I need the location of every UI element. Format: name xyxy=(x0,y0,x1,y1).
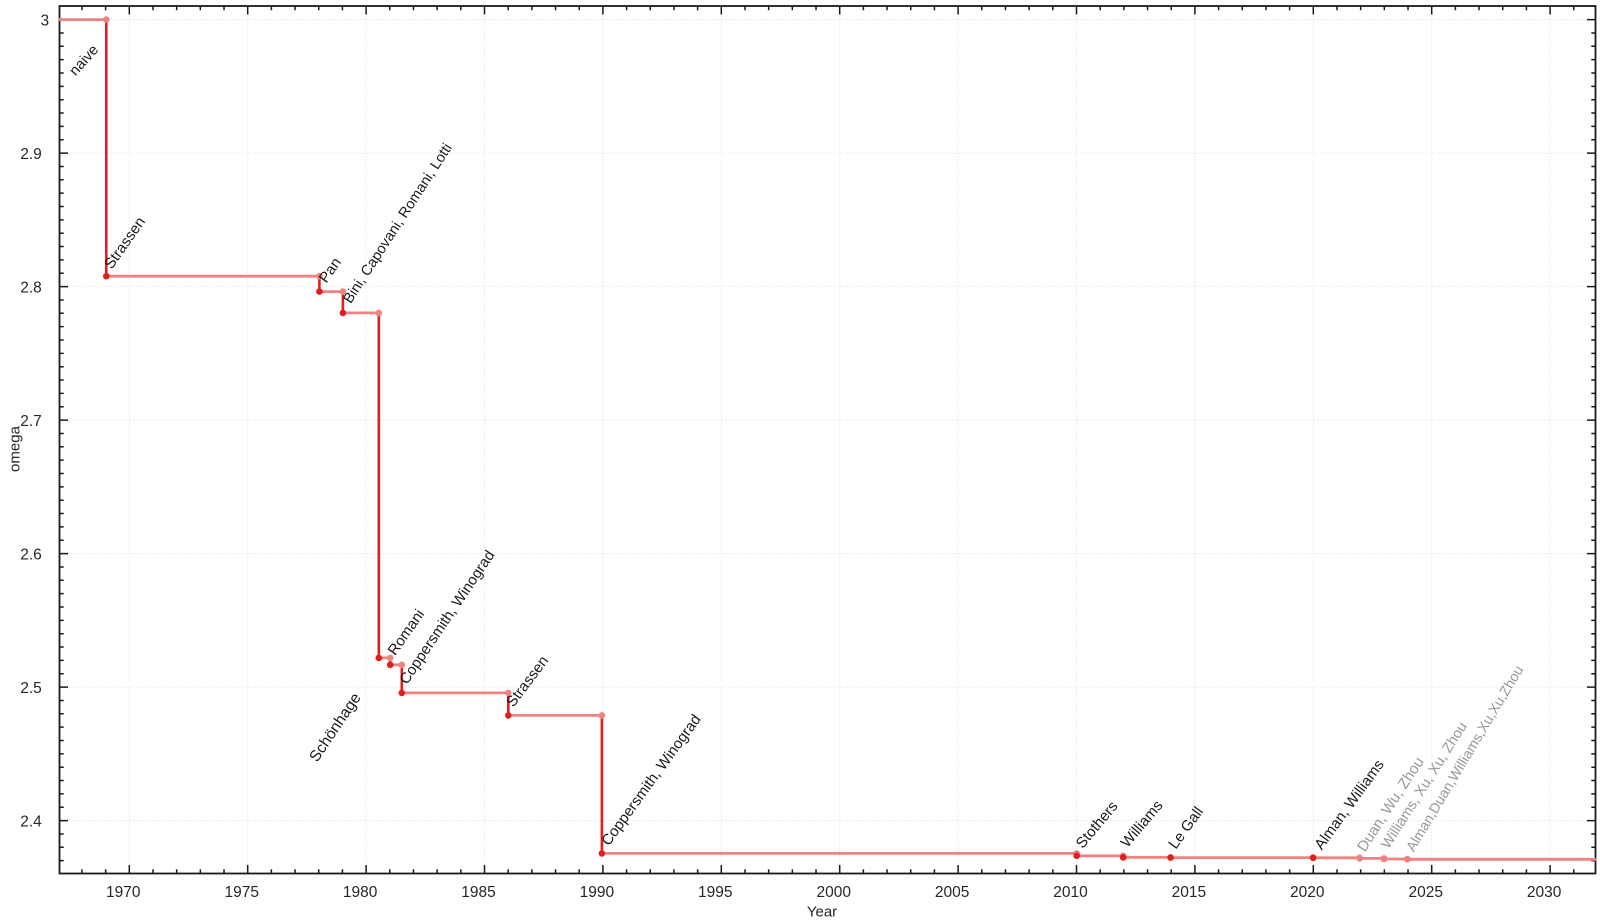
svg-text:Year: Year xyxy=(807,904,837,920)
svg-text:2.9: 2.9 xyxy=(20,146,42,163)
svg-text:2.6: 2.6 xyxy=(20,547,42,564)
svg-text:2000: 2000 xyxy=(816,884,851,901)
svg-text:1975: 1975 xyxy=(224,884,258,901)
svg-text:1990: 1990 xyxy=(580,884,615,901)
svg-text:2010: 2010 xyxy=(1053,884,1088,901)
svg-text:2020: 2020 xyxy=(1290,884,1325,901)
svg-text:2.8: 2.8 xyxy=(20,280,42,297)
svg-text:2005: 2005 xyxy=(935,884,969,901)
svg-text:1980: 1980 xyxy=(343,884,378,901)
svg-text:omega: omega xyxy=(7,425,24,472)
svg-text:2.5: 2.5 xyxy=(20,680,42,697)
svg-text:3: 3 xyxy=(40,13,49,30)
svg-text:2015: 2015 xyxy=(1172,884,1206,901)
svg-text:2.7: 2.7 xyxy=(20,413,42,430)
svg-text:2025: 2025 xyxy=(1408,884,1442,901)
svg-text:2030: 2030 xyxy=(1527,884,1562,901)
svg-text:1985: 1985 xyxy=(461,884,495,901)
svg-text:1995: 1995 xyxy=(698,884,732,901)
svg-text:1970: 1970 xyxy=(106,884,141,901)
svg-text:2.4: 2.4 xyxy=(20,814,42,831)
